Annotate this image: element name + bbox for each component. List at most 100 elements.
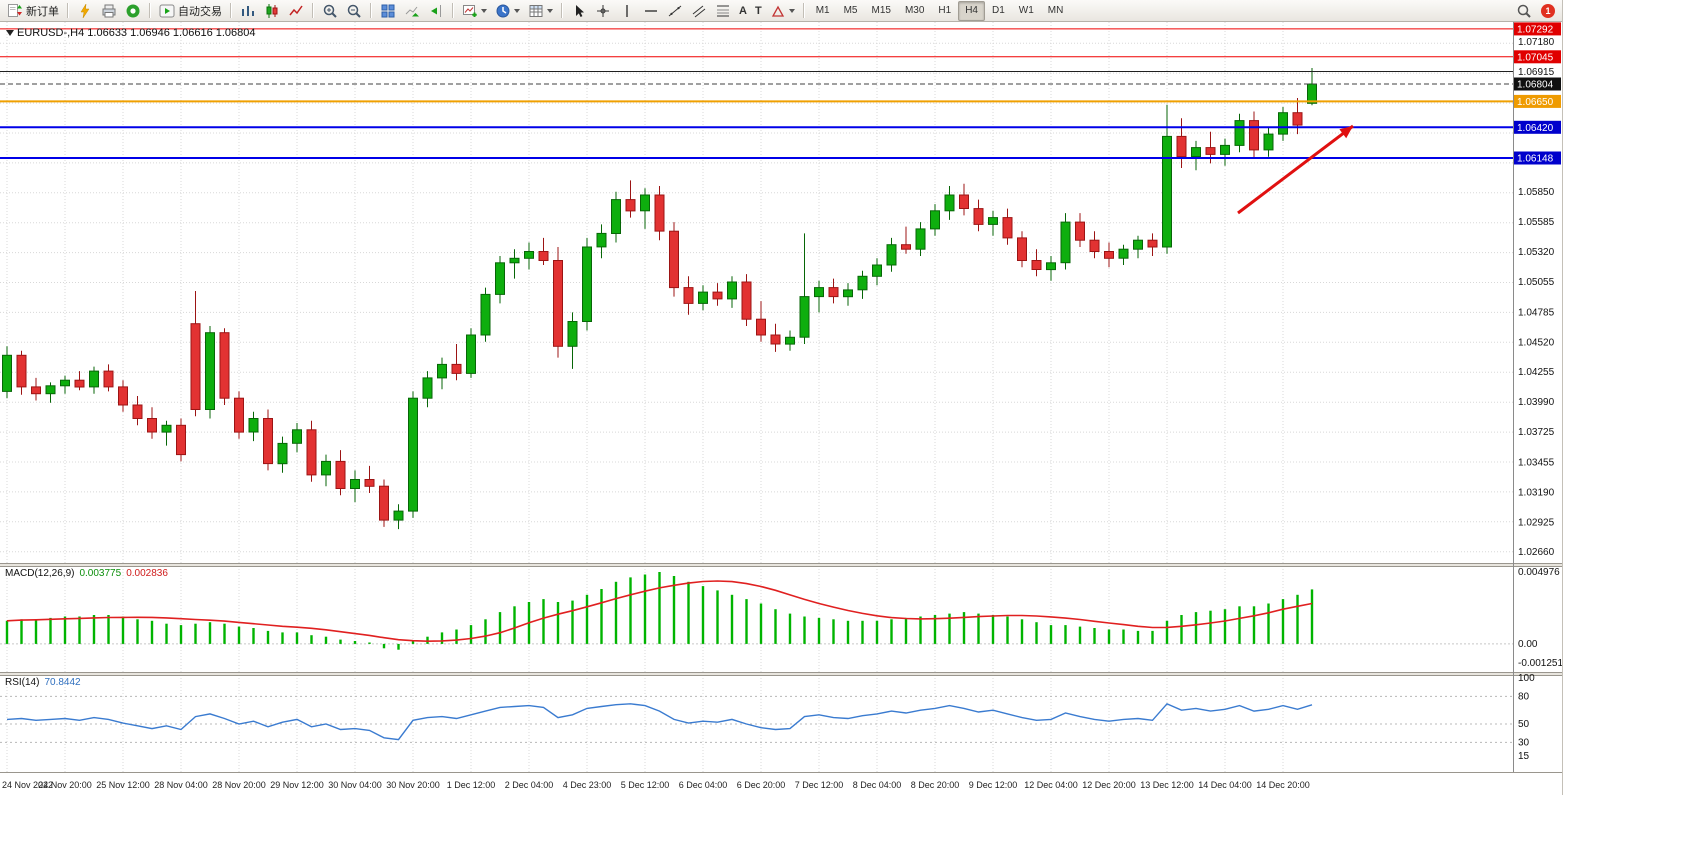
toolbar-separator: [802, 3, 805, 18]
svg-text:1.03190: 1.03190: [1518, 487, 1555, 498]
svg-text:1.04255: 1.04255: [1518, 367, 1555, 378]
svg-text:1.06804: 1.06804: [1517, 80, 1554, 91]
shapes-tool-button[interactable]: [766, 0, 799, 22]
fibonacci-tool-button[interactable]: [711, 0, 735, 22]
svg-text:28 Nov 04:00: 28 Nov 04:00: [154, 780, 208, 790]
channel-icon: [692, 5, 706, 17]
svg-text:1.06420: 1.06420: [1517, 123, 1554, 134]
toolbar-separator: [452, 3, 454, 18]
price-axis[interactable]: [1513, 22, 1562, 772]
toolbar-separator: [312, 3, 314, 18]
chart-shift-button[interactable]: [424, 0, 448, 22]
dropdown-caret: [788, 8, 795, 13]
trendline-tool-button[interactable]: [663, 0, 687, 22]
toolbar-separator: [561, 3, 563, 18]
candlestick-chart-button[interactable]: [260, 0, 284, 22]
crosshair-icon: [597, 4, 609, 17]
cursor-tool-button[interactable]: [567, 0, 591, 22]
horizontal-line-tool-button[interactable]: [639, 0, 663, 22]
horizontal-line-icon: [645, 9, 657, 12]
chart-shift-icon: [431, 4, 441, 17]
auto-scroll-button[interactable]: [400, 0, 424, 22]
timeframe-h4[interactable]: H4: [958, 0, 985, 21]
text-tool-glyph: A: [739, 4, 747, 17]
text-label-tool-button[interactable]: T: [751, 0, 766, 22]
community-button[interactable]: [121, 0, 145, 22]
svg-text:2 Dec 04:00: 2 Dec 04:00: [505, 780, 554, 790]
window-right-edge: [1562, 0, 1563, 795]
macd-indicator-label: MACD(12,26,9) 0.003775 0.002836: [5, 568, 168, 579]
macd-title: MACD(12,26,9): [5, 568, 75, 579]
vertical-line-tool-button[interactable]: [615, 0, 639, 22]
profiles-button[interactable]: [491, 0, 524, 22]
main-chart-canvas[interactable]: [0, 22, 1513, 563]
toolbar-right-group: 1: [1512, 0, 1559, 22]
shapes-icon: [771, 5, 784, 17]
macd-panel[interactable]: [0, 566, 1513, 672]
chart-graphics: 1.07180 1.06915 1.05850 1.05585 1.05320 1.050…: [0, 22, 1562, 795]
quick-alert-button[interactable]: [73, 0, 97, 22]
zoom-in-button[interactable]: [318, 0, 342, 22]
line-chart-button[interactable]: [284, 0, 308, 22]
tile-windows-button[interactable]: [376, 0, 400, 22]
timeframe-m5[interactable]: M5: [843, 5, 858, 16]
zoom-in-icon: [323, 4, 337, 18]
svg-text:100: 100: [1518, 673, 1535, 684]
one-click-trading-arrow[interactable]: [6, 30, 14, 36]
timeframe-m1[interactable]: M1: [815, 5, 830, 16]
trendline-icon: [668, 5, 682, 16]
bar-chart-button[interactable]: [236, 0, 260, 22]
timeframe-mn[interactable]: MN: [1047, 5, 1064, 16]
time-axis[interactable]: [0, 772, 1513, 795]
new-chart-icon: [463, 4, 477, 17]
zoom-out-button[interactable]: [342, 0, 366, 22]
timeframe-h1[interactable]: H1: [938, 5, 952, 16]
community-icon: [126, 4, 140, 17]
new-order-button[interactable]: 新订单: [3, 0, 63, 22]
svg-text:1 Dec 12:00: 1 Dec 12:00: [447, 780, 496, 790]
svg-text:5 Dec 12:00: 5 Dec 12:00: [621, 780, 670, 790]
timeframe-d1[interactable]: D1: [992, 5, 1005, 16]
svg-text:1.02660: 1.02660: [1518, 547, 1555, 558]
svg-text:14 Dec 04:00: 14 Dec 04:00: [1198, 780, 1252, 790]
svg-text:0.004976: 0.004976: [1518, 567, 1560, 578]
printer-icon: [102, 4, 116, 17]
crosshair-tool-button[interactable]: [591, 0, 615, 22]
zoom-out-icon: [347, 4, 361, 18]
text-label-glyph: T: [754, 4, 762, 17]
svg-text:1.02925: 1.02925: [1518, 517, 1555, 528]
svg-text:15: 15: [1518, 751, 1530, 762]
svg-text:25 Nov 12:00: 25 Nov 12:00: [96, 780, 150, 790]
svg-text:80: 80: [1518, 691, 1530, 702]
templates-grid-icon: [529, 4, 543, 17]
toolbar-separator: [149, 3, 151, 18]
svg-text:-0.001251: -0.001251: [1518, 658, 1562, 669]
search-icon: [1517, 4, 1531, 18]
autotrading-button[interactable]: 自动交易: [155, 0, 226, 22]
text-tool-button[interactable]: A: [735, 0, 751, 22]
svg-text:1.07180: 1.07180: [1518, 37, 1555, 48]
svg-text:1.03990: 1.03990: [1518, 397, 1555, 408]
svg-text:1.05055: 1.05055: [1518, 277, 1555, 288]
rsi-panel[interactable]: [0, 675, 1513, 772]
svg-text:1.05585: 1.05585: [1518, 217, 1555, 228]
print-button[interactable]: [97, 0, 121, 22]
svg-text:12 Dec 04:00: 12 Dec 04:00: [1024, 780, 1078, 790]
svg-text:8 Dec 04:00: 8 Dec 04:00: [853, 780, 902, 790]
notification-badge[interactable]: 1: [1541, 3, 1555, 18]
svg-text:30: 30: [1518, 737, 1530, 748]
templates-button[interactable]: [524, 0, 557, 22]
line-chart-icon: [289, 5, 303, 15]
cursor-icon: [576, 4, 584, 17]
channel-tool-button[interactable]: [687, 0, 711, 22]
svg-text:1.03455: 1.03455: [1518, 458, 1555, 469]
timeframe-w1[interactable]: W1: [1018, 5, 1034, 16]
search-button[interactable]: [1512, 0, 1536, 22]
svg-text:24 Nov 2022: 24 Nov 2022: [2, 780, 53, 790]
timeframe-m30[interactable]: M30: [904, 5, 925, 16]
timeframe-m15[interactable]: M15: [871, 5, 891, 16]
svg-text:28 Nov 20:00: 28 Nov 20:00: [212, 780, 266, 790]
autotrading-play-icon: [159, 4, 175, 17]
new-chart-button[interactable]: [458, 0, 491, 22]
